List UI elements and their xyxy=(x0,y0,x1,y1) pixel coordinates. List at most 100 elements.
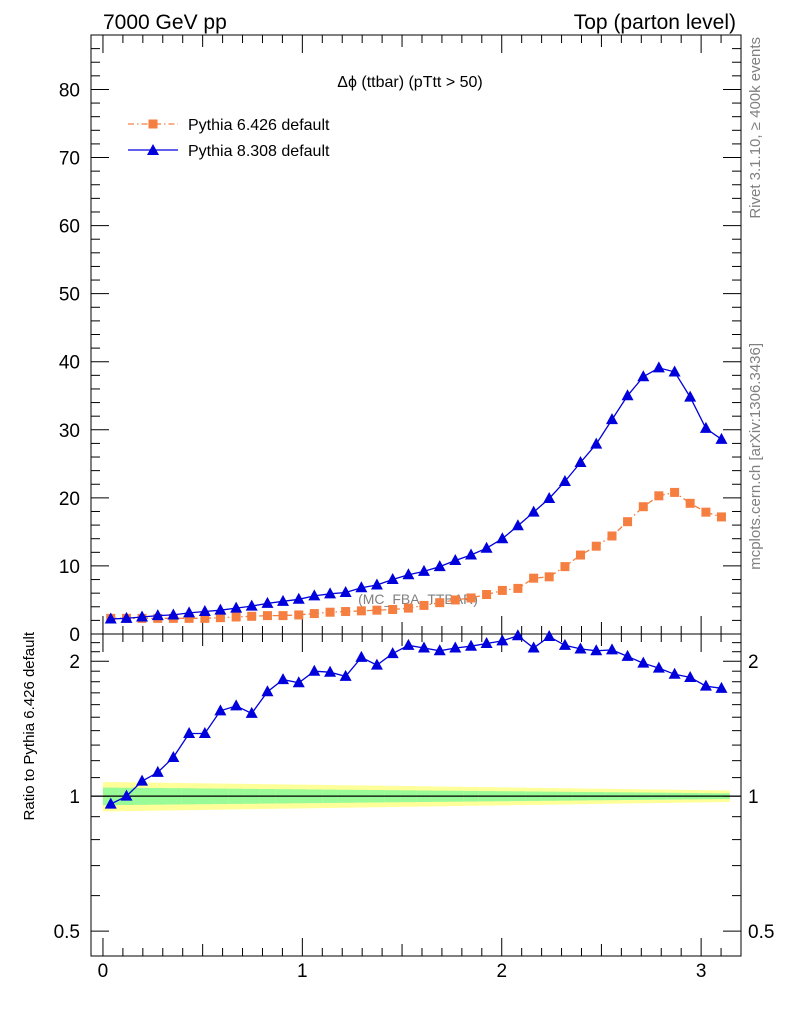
ratio-frame xyxy=(90,633,742,957)
main-ytick-label: 10 xyxy=(59,557,80,578)
ratio-data-point-pythia8 xyxy=(574,642,587,654)
data-point-pythia6 xyxy=(466,593,476,603)
ratio-data-point-pythia8 xyxy=(527,641,540,653)
ratio-data-point-pythia8 xyxy=(511,629,524,641)
data-point-pythia6 xyxy=(372,605,382,615)
ratio-xtick-label: 0 xyxy=(98,961,109,982)
data-point-pythia8 xyxy=(120,611,133,623)
data-point-pythia8 xyxy=(480,541,493,553)
data-point-pythia6 xyxy=(685,498,695,508)
ratio-data-point-pythia8 xyxy=(214,704,227,716)
ratio-data-point-pythia8 xyxy=(449,641,462,653)
legend-marker-pythia8 xyxy=(147,144,159,155)
ratio-data-point-pythia8 xyxy=(151,765,164,777)
ratio-data-point-pythia8 xyxy=(183,726,196,738)
ratio-data-point-pythia8 xyxy=(167,750,180,762)
ratio-data-point-pythia8 xyxy=(136,774,149,786)
ratio-data-point-pythia8 xyxy=(590,644,603,656)
ratio-data-point-pythia8 xyxy=(699,679,712,691)
data-point-pythia8 xyxy=(652,361,665,373)
data-point-pythia8 xyxy=(684,390,697,402)
ratio-ylabel: Ratio to Pythia 6.426 default xyxy=(21,631,38,820)
data-point-pythia6 xyxy=(623,517,633,527)
ratio-ytick-label-left: 1 xyxy=(69,787,80,808)
data-point-pythia6 xyxy=(262,611,272,621)
ratio-ytick-label-left: 0.5 xyxy=(54,922,80,943)
legend-entry-pythia6: Pythia 6.426 default xyxy=(128,117,330,134)
ratio-data-point-pythia8 xyxy=(355,650,368,662)
data-point-pythia6 xyxy=(513,583,523,593)
data-point-pythia8 xyxy=(417,564,430,576)
ratio-data-point-pythia8 xyxy=(621,649,634,661)
ratio-data-point-pythia8 xyxy=(370,658,383,670)
data-point-pythia6 xyxy=(200,613,210,623)
ratio-data-point-pythia8 xyxy=(715,681,728,693)
data-point-pythia8 xyxy=(465,548,478,560)
ratio-data-point-pythia8 xyxy=(480,637,493,649)
ratio-data-point-pythia8 xyxy=(637,656,650,668)
data-point-pythia8 xyxy=(104,612,117,624)
data-point-pythia8 xyxy=(183,606,196,618)
data-point-pythia8 xyxy=(261,596,274,608)
data-point-pythia8 xyxy=(245,599,258,611)
data-point-pythia8 xyxy=(574,455,587,467)
mcplots-label: mcplots.cern.ch [arXiv:1306.3436] xyxy=(747,343,764,570)
data-point-pythia6 xyxy=(325,607,335,617)
data-point-pythia6 xyxy=(388,604,398,614)
ratio-axis-ticks: 0.5 0.5 1 1 2 2 0 1 2 3 xyxy=(54,634,774,982)
ratio-panel: 0.5 0.5 1 1 2 2 0 1 2 3 Ratio to Pythia 6.426 def… xyxy=(21,629,774,982)
main-ytick-label: 0 xyxy=(69,625,80,646)
data-point-pythia6 xyxy=(654,491,664,501)
ratio-ytick-label-right: 1 xyxy=(748,787,759,808)
main-ytick-label: 80 xyxy=(59,80,80,101)
data-point-pythia6 xyxy=(607,531,617,541)
data-point-pythia8 xyxy=(433,560,446,572)
data-point-pythia6 xyxy=(435,598,445,608)
ratio-data-point-pythia8 xyxy=(605,643,618,655)
data-point-pythia8 xyxy=(511,519,524,531)
data-point-pythia6 xyxy=(450,595,460,605)
data-point-pythia8 xyxy=(308,589,321,601)
ratio-data-point-pythia8 xyxy=(465,639,478,651)
data-point-pythia6 xyxy=(356,606,366,616)
data-point-pythia8 xyxy=(136,610,149,622)
main-panel: 0 10 20 30 40 50 60 70 80 (MC_FBA_TTBAR) Δϕ (ttb… xyxy=(59,34,742,646)
data-point-pythia8 xyxy=(699,421,712,433)
data-point-pythia8 xyxy=(230,601,243,613)
ratio-series-line-pythia8 xyxy=(110,634,722,805)
main-ytick-label: 60 xyxy=(59,217,80,238)
ratio-ytick-label-right: 0.5 xyxy=(748,922,774,943)
data-point-pythia6 xyxy=(560,562,570,572)
ratio-data-point-pythia8 xyxy=(558,638,571,650)
data-point-pythia6 xyxy=(184,613,194,623)
data-point-pythia6 xyxy=(278,611,288,621)
main-ytick-label: 50 xyxy=(59,285,80,306)
rivet-label: Rivet 3.1.10, ≥ 400k events xyxy=(747,37,764,219)
main-series-group xyxy=(104,361,728,624)
data-point-pythia6 xyxy=(544,572,554,582)
data-point-pythia8 xyxy=(449,553,462,565)
ratio-data-point-pythia8 xyxy=(684,670,697,682)
data-point-pythia6 xyxy=(215,613,225,623)
header-left: 7000 GeV pp xyxy=(103,11,227,34)
ratio-data-point-pythia8 xyxy=(652,661,665,673)
series-line-pythia6 xyxy=(110,491,722,619)
main-axis-ticks: 0 10 20 30 40 50 60 70 80 xyxy=(59,34,742,646)
legend-label-pythia6: Pythia 6.426 default xyxy=(188,117,330,134)
data-point-pythia8 xyxy=(715,432,728,444)
data-point-pythia8 xyxy=(370,578,383,590)
data-point-pythia8 xyxy=(355,581,368,593)
main-ytick-label: 30 xyxy=(59,421,80,442)
ratio-data-point-pythia8 xyxy=(324,665,337,677)
ratio-data-point-pythia8 xyxy=(496,634,509,646)
ratio-data-point-pythia8 xyxy=(292,676,305,688)
data-point-pythia8 xyxy=(324,587,337,599)
data-point-pythia8 xyxy=(668,365,681,377)
data-point-pythia6 xyxy=(231,612,241,622)
ratio-data-point-pythia8 xyxy=(668,667,681,679)
data-point-pythia8 xyxy=(292,592,305,604)
data-point-pythia8 xyxy=(527,505,540,517)
data-point-pythia8 xyxy=(543,492,556,504)
data-point-pythia8 xyxy=(402,568,415,580)
